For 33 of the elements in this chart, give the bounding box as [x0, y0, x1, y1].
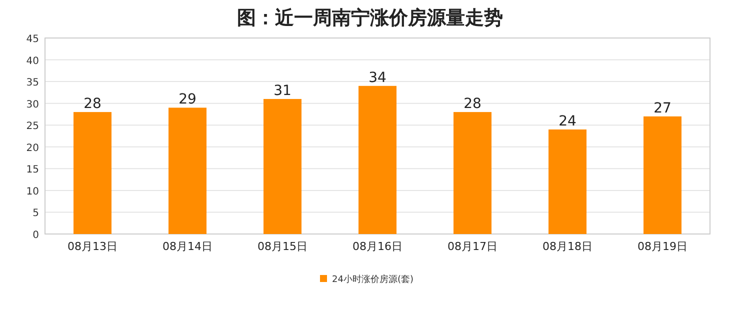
- bar: [358, 86, 396, 234]
- data-label: 24: [558, 113, 576, 130]
- y-tick-label: 5: [32, 208, 39, 220]
- bar: [548, 129, 586, 234]
- data-label: 28: [84, 96, 102, 112]
- x-tick-label: 08月13日: [68, 240, 118, 253]
- data-label: 28: [464, 96, 482, 112]
- y-tick-label: 0: [32, 230, 39, 241]
- y-tick-label: 35: [26, 78, 39, 89]
- x-tick-label: 08月14日: [162, 240, 212, 253]
- y-tick-label: 15: [26, 164, 39, 176]
- bar: [168, 108, 206, 234]
- y-tick-label: 30: [26, 99, 39, 110]
- legend-label: 24小时涨价房源(套): [332, 274, 414, 285]
- data-label: 27: [654, 100, 672, 116]
- y-tick-label: 25: [26, 121, 39, 132]
- x-tick-label: 08月19日: [638, 240, 688, 253]
- bar: [74, 112, 112, 234]
- data-label: 29: [178, 92, 196, 108]
- x-tick-label: 08月17日: [448, 240, 498, 253]
- x-tick-label: 08月16日: [352, 240, 402, 253]
- y-tick-label: 20: [26, 142, 39, 154]
- y-tick-label: 45: [26, 34, 39, 45]
- data-label: 31: [274, 82, 292, 99]
- data-label: 34: [368, 70, 386, 86]
- x-tick-label: 08月15日: [258, 240, 308, 253]
- bar: [264, 98, 302, 234]
- y-tick-label: 10: [26, 186, 39, 198]
- bar: [454, 112, 492, 234]
- x-tick-label: 08月18日: [542, 240, 592, 253]
- bar: [644, 116, 682, 234]
- y-tick-label: 40: [26, 56, 39, 67]
- chart-title: 图：近一周南宁涨价房源量走势: [237, 7, 503, 29]
